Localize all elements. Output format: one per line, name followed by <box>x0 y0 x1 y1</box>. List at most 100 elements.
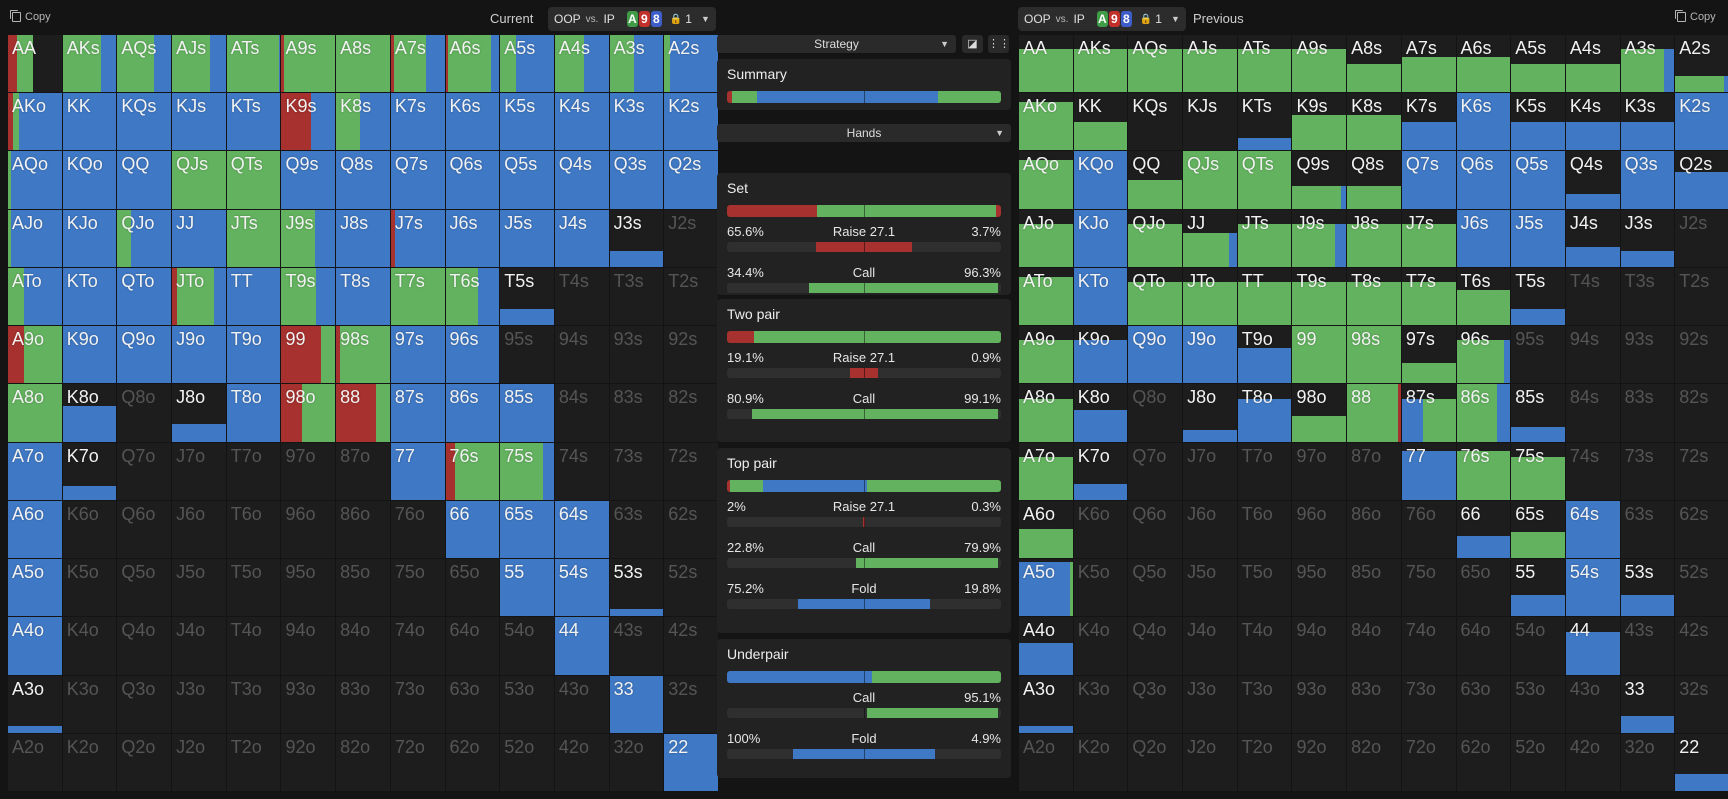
hand-cell[interactable]: J7o <box>1183 442 1237 500</box>
hand-cell[interactable]: A7o <box>8 442 62 500</box>
hand-cell[interactable]: K8o <box>62 384 117 442</box>
hand-cell[interactable]: 73s <box>1620 442 1675 500</box>
hand-cell[interactable]: K4s <box>554 93 609 151</box>
hand-cell[interactable]: A8s <box>336 35 390 93</box>
hand-cell[interactable]: J8s <box>1347 209 1401 267</box>
hand-cell[interactable]: AQo <box>1019 151 1073 209</box>
hand-cell[interactable]: 99 <box>281 326 336 384</box>
hand-cell[interactable]: A7s <box>390 35 445 93</box>
hand-cell[interactable]: T4o <box>1237 617 1292 675</box>
hand-cell[interactable]: AQs <box>117 35 172 93</box>
hand-cell[interactable]: K5o <box>1073 559 1128 617</box>
hand-cell[interactable]: A4s <box>1565 35 1620 93</box>
hand-cell[interactable]: 43s <box>609 617 664 675</box>
hand-cell[interactable]: J4o <box>172 617 226 675</box>
hand-cell[interactable]: 94s <box>554 326 609 384</box>
hand-cell[interactable]: T9o <box>1237 326 1292 384</box>
hand-cell[interactable]: Q9s <box>1292 151 1347 209</box>
hand-cell[interactable]: Q9o <box>1128 326 1183 384</box>
hand-cell[interactable]: A2s <box>1675 35 1728 93</box>
hand-cell[interactable]: 42o <box>554 733 609 791</box>
hand-cell[interactable]: Q7o <box>117 442 172 500</box>
hand-cell[interactable]: JJ <box>172 209 226 267</box>
hand-cell[interactable]: 65s <box>500 500 554 559</box>
hand-cell[interactable]: 52o <box>500 733 554 791</box>
hand-cell[interactable]: Q9o <box>117 326 172 384</box>
hand-cell[interactable]: 92o <box>281 733 336 791</box>
hand-cell[interactable]: K7s <box>1401 93 1456 151</box>
hand-cell[interactable]: AQo <box>8 151 62 209</box>
hand-cell[interactable]: 96s <box>445 326 500 384</box>
hand-cell[interactable]: 93o <box>1292 675 1347 733</box>
hand-group-panel[interactable]: Top pair 2% Raise 27.1 0.3% 22.8% Call 79.9% 75… <box>717 448 1011 633</box>
hand-cell[interactable]: QTs <box>226 151 281 209</box>
hand-cell[interactable]: T6s <box>445 267 500 326</box>
hand-cell[interactable]: 86s <box>1456 384 1511 442</box>
hand-cell[interactable]: Q4s <box>554 151 609 209</box>
hand-cell[interactable]: 97s <box>1401 326 1456 384</box>
hand-cell[interactable]: AKo <box>1019 93 1073 151</box>
hand-cell[interactable]: K8s <box>1347 93 1401 151</box>
hands-dropdown[interactable]: Hands ▼ <box>717 124 1011 142</box>
hand-cell[interactable]: 94o <box>281 617 336 675</box>
hand-cell[interactable]: Q3s <box>609 151 664 209</box>
hand-cell[interactable]: AKs <box>62 35 117 93</box>
hand-cell[interactable]: A8s <box>1347 35 1401 93</box>
hand-cell[interactable]: 95s <box>500 326 554 384</box>
hand-cell[interactable]: T2s <box>664 267 718 326</box>
hand-cell[interactable]: K8o <box>1073 384 1128 442</box>
hand-cell[interactable]: ATs <box>1237 35 1292 93</box>
hand-cell[interactable]: T3o <box>226 675 281 733</box>
hand-cell[interactable]: A5s <box>500 35 554 93</box>
hand-cell[interactable]: Q2s <box>664 151 718 209</box>
hand-cell[interactable]: 42s <box>664 617 718 675</box>
hand-cell[interactable]: 76s <box>445 442 500 500</box>
hand-cell[interactable]: 85o <box>1347 559 1401 617</box>
hand-cell[interactable]: 85o <box>336 559 390 617</box>
hand-cell[interactable]: TT <box>1237 267 1292 326</box>
hand-cell[interactable]: 74s <box>1565 442 1620 500</box>
hand-cell[interactable]: 84o <box>336 617 390 675</box>
hand-cell[interactable]: Q4s <box>1565 151 1620 209</box>
hand-cell[interactable]: A3s <box>609 35 664 93</box>
hand-cell[interactable]: 94s <box>1565 326 1620 384</box>
hand-cell[interactable]: 74o <box>390 617 445 675</box>
hand-cell[interactable]: T4s <box>1565 267 1620 326</box>
hand-cell[interactable]: J9o <box>1183 326 1237 384</box>
hand-cell[interactable]: 33 <box>1620 675 1675 733</box>
hand-cell[interactable]: 83s <box>609 384 664 442</box>
hand-cell[interactable]: QTs <box>1237 151 1292 209</box>
hand-cell[interactable]: K2s <box>1675 93 1728 151</box>
hand-cell[interactable]: K5o <box>62 559 117 617</box>
hand-cell[interactable]: 66 <box>445 500 500 559</box>
hand-cell[interactable]: T7o <box>1237 442 1292 500</box>
hand-cell[interactable]: 62o <box>1456 733 1511 791</box>
hand-cell[interactable]: K7o <box>62 442 117 500</box>
hand-cell[interactable]: 86o <box>1347 500 1401 559</box>
hand-cell[interactable]: T7s <box>1401 267 1456 326</box>
hand-cell[interactable]: 82s <box>664 384 718 442</box>
hand-cell[interactable]: 95o <box>281 559 336 617</box>
hand-cell[interactable]: A3o <box>1019 675 1073 733</box>
hand-cell[interactable]: K5s <box>500 93 554 151</box>
hand-cell[interactable]: AJo <box>8 209 62 267</box>
hand-cell[interactable]: 99 <box>1292 326 1347 384</box>
hand-cell[interactable]: 86o <box>336 500 390 559</box>
hand-cell[interactable]: T8s <box>336 267 390 326</box>
hand-cell[interactable]: Q7o <box>1128 442 1183 500</box>
hand-cell[interactable]: 88 <box>1347 384 1401 442</box>
hand-cell[interactable]: AJs <box>1183 35 1237 93</box>
hand-cell[interactable]: J3s <box>609 209 664 267</box>
strategy-dropdown[interactable]: Strategy ▼ <box>717 35 956 53</box>
hand-cell[interactable]: A3o <box>8 675 62 733</box>
hand-cell[interactable]: Q3s <box>1620 151 1675 209</box>
hand-cell[interactable]: 53s <box>1620 559 1675 617</box>
hand-cell[interactable]: J8o <box>1183 384 1237 442</box>
hand-cell[interactable]: 75s <box>1511 442 1565 500</box>
hand-cell[interactable]: KK <box>62 93 117 151</box>
hand-cell[interactable]: 87o <box>1347 442 1401 500</box>
hand-cell[interactable]: J2s <box>664 209 718 267</box>
hand-cell[interactable]: A5s <box>1511 35 1565 93</box>
hand-cell[interactable]: A6o <box>8 500 62 559</box>
